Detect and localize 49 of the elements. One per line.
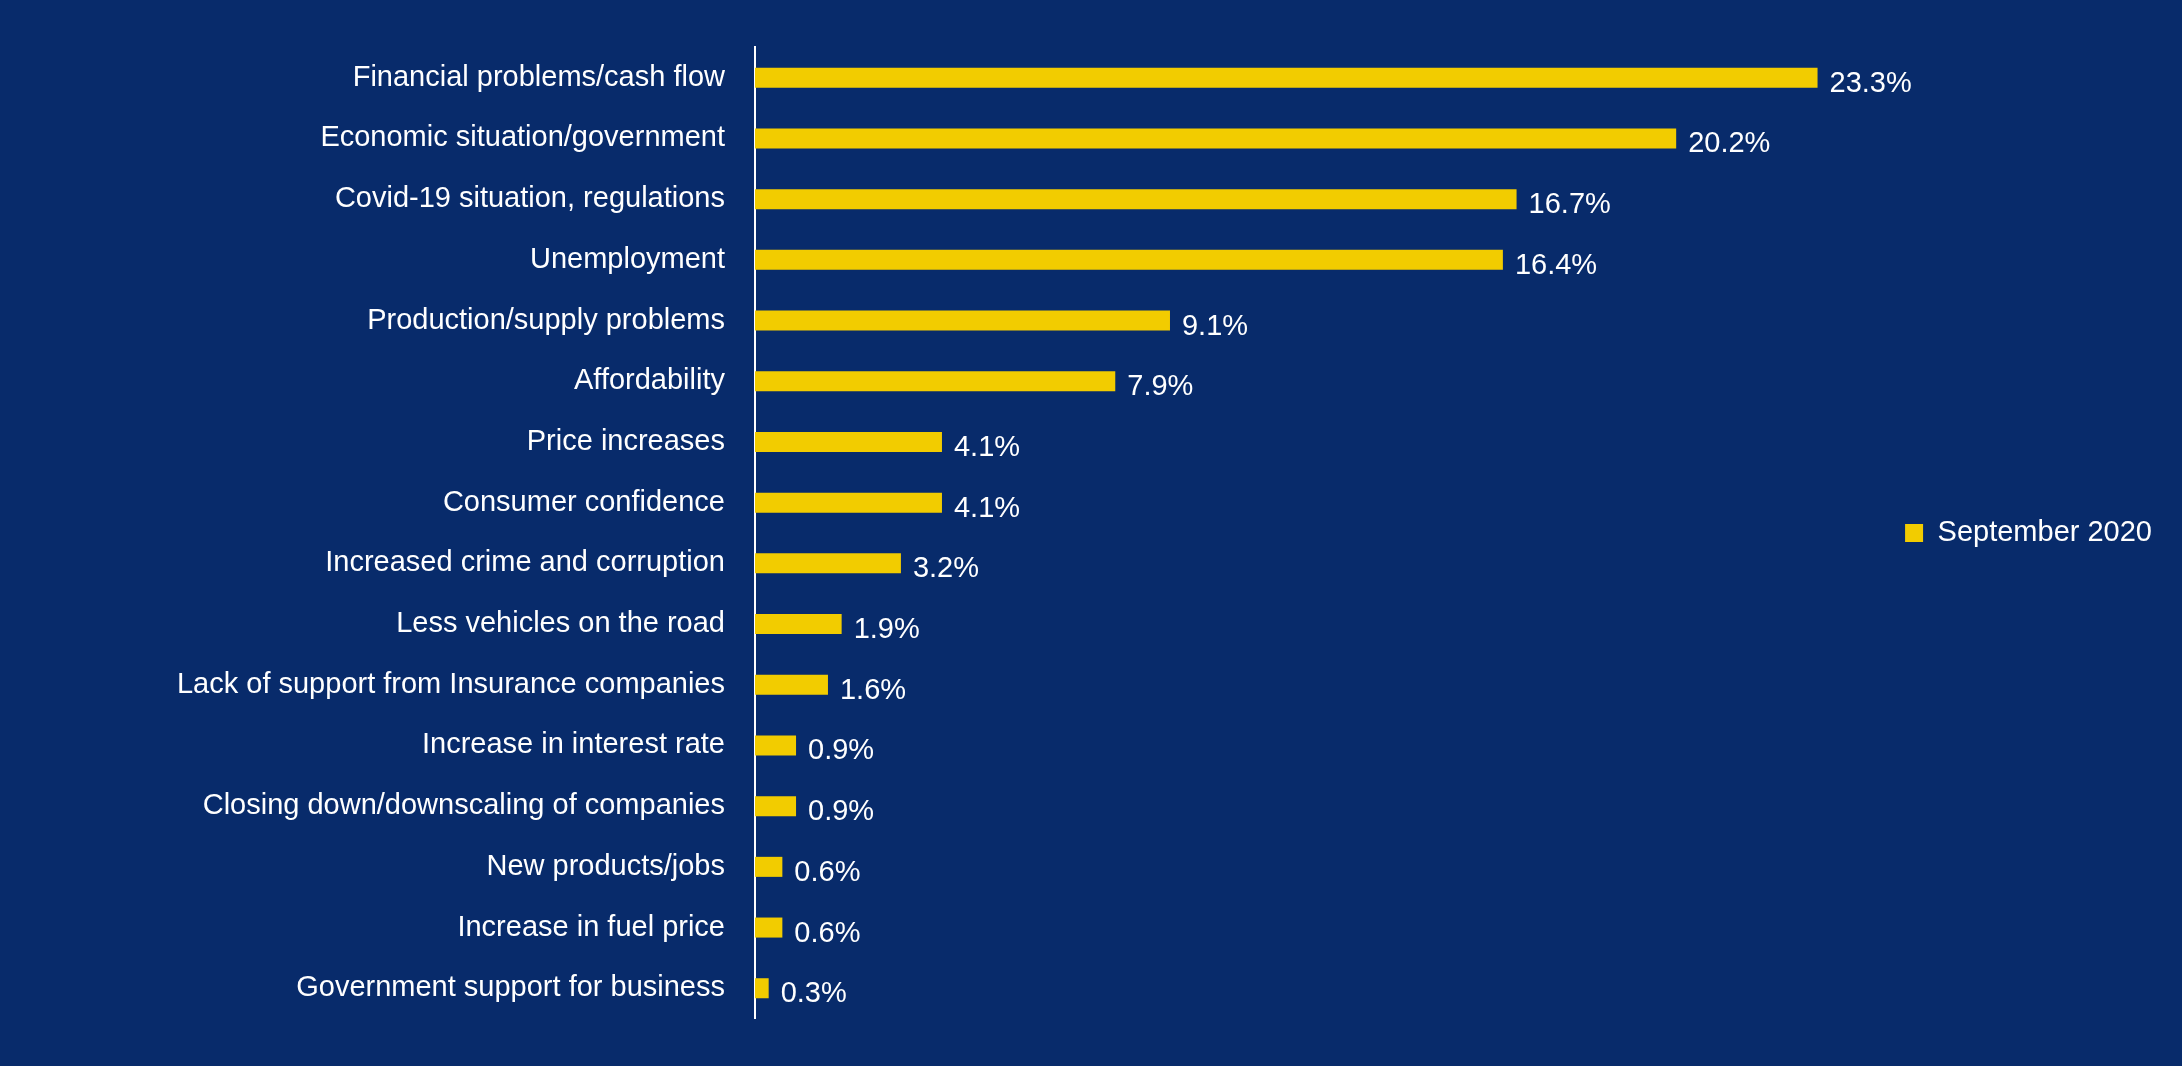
data-label: 16.4% (1514, 247, 1598, 280)
data-label: 4.1% (953, 429, 1021, 462)
data-label: 9.1% (1181, 308, 1249, 341)
y-tick-label: Government support for business (296, 970, 725, 1003)
y-tick-label: Unemployment (529, 241, 725, 274)
bar (755, 553, 901, 574)
legend-label: September 2020 (1937, 515, 2153, 547)
bar (755, 614, 842, 635)
data-label: 0.6% (794, 915, 861, 948)
y-tick-label: Economic situation/government (320, 120, 725, 153)
y-tick-label: Increase in interest rate (421, 727, 725, 760)
data-label: 16.7% (1528, 187, 1611, 220)
y-tick-label: Financial problems/cash flow (352, 59, 727, 92)
y-tick-label: Increase in fuel price (457, 909, 725, 942)
bar (755, 978, 769, 999)
y-tick-label: Price increases (526, 423, 725, 456)
bar (755, 128, 1677, 149)
data-label: 0.9% (808, 733, 875, 766)
bar (755, 917, 783, 938)
bar (755, 492, 942, 513)
bar (755, 856, 783, 877)
y-tick-label: Production/supply problems (367, 302, 725, 335)
data-label: 0.3% (780, 976, 847, 1009)
data-label: 1.9% (853, 612, 920, 645)
y-tick-label: Lack of support from Insurance companies (176, 666, 725, 699)
data-label: 1.6% (839, 672, 907, 705)
bar (755, 431, 942, 452)
y-tick-label: Less vehicles on the road (396, 606, 725, 639)
bar (755, 310, 1170, 331)
y-tick-label: Closing down/downscaling of companies (202, 788, 725, 821)
bar (755, 796, 797, 817)
y-tick-label: Affordability (574, 363, 726, 396)
y-tick-label: Increased crime and corruption (325, 545, 725, 578)
bar (755, 67, 1818, 88)
bar (755, 674, 828, 695)
y-tick-label: Consumer confidence (442, 484, 725, 517)
bar (755, 735, 797, 756)
data-label: 23.3% (1829, 65, 1912, 98)
data-label: 4.1% (953, 490, 1021, 523)
data-label: 0.6% (794, 854, 861, 887)
bar (755, 189, 1517, 210)
y-tick-label: New products/jobs (486, 848, 725, 881)
bar (755, 371, 1116, 392)
data-label: 7.9% (1127, 369, 1194, 402)
data-label: 0.9% (808, 794, 875, 827)
bar (755, 249, 1503, 270)
data-label: 20.2% (1688, 126, 1771, 159)
data-label: 3.2% (912, 551, 980, 584)
y-tick-label: Covid-19 situation, regulations (334, 181, 725, 214)
